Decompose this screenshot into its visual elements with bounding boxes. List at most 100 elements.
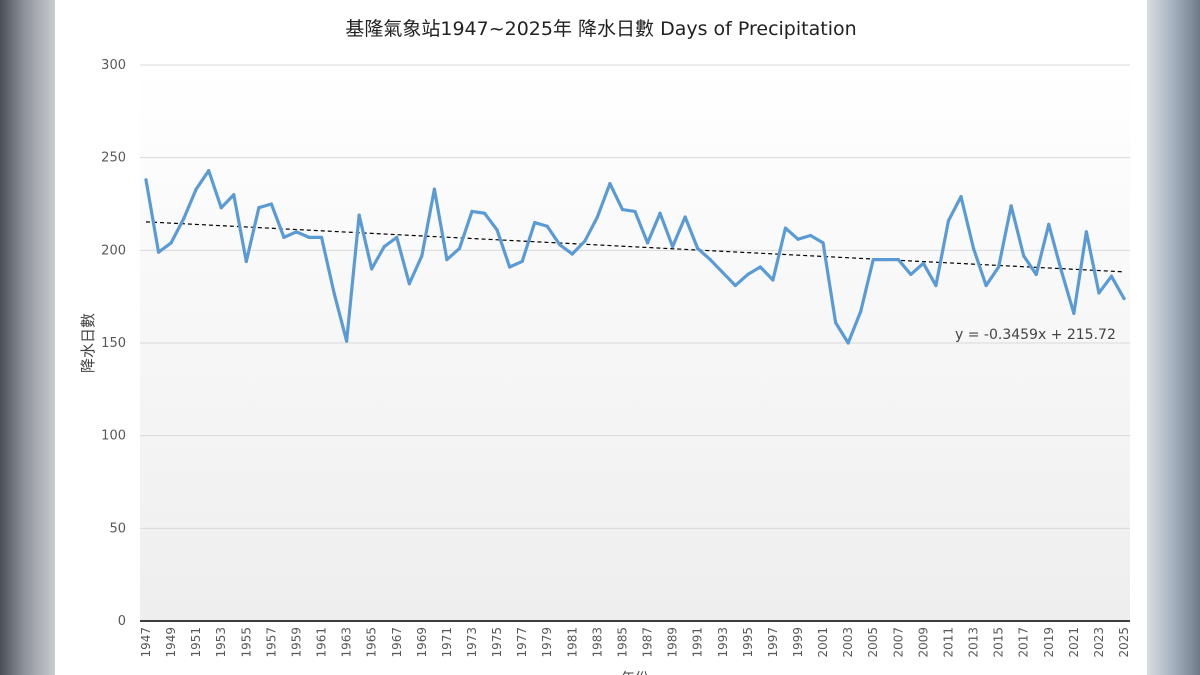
data-point <box>357 213 361 217</box>
data-point <box>219 206 223 210</box>
data-point <box>1047 222 1051 226</box>
data-point <box>871 258 875 262</box>
data-point <box>482 211 487 215</box>
y-axis-label: 降水日數 <box>79 313 97 373</box>
x-tick-label: 2003 <box>841 627 855 658</box>
data-points <box>144 169 1126 345</box>
data-point <box>671 245 675 249</box>
x-tick-label: 2007 <box>891 627 905 658</box>
x-tick-label: 1997 <box>766 627 780 658</box>
data-point <box>382 245 386 249</box>
y-tick-label: 200 <box>101 243 126 258</box>
data-point <box>1072 311 1076 315</box>
x-tick-label: 1993 <box>716 627 730 658</box>
data-point <box>1034 272 1038 277</box>
data-point <box>834 321 838 325</box>
data-point <box>1059 269 1063 273</box>
data-point <box>620 207 625 212</box>
background-right-edge <box>1147 0 1200 675</box>
x-tick-label: 2001 <box>816 627 830 658</box>
data-point <box>558 243 562 247</box>
x-tick-label: 2005 <box>866 627 880 658</box>
x-tick-label: 1995 <box>741 627 755 658</box>
data-point <box>282 235 286 239</box>
x-tick-label: 1965 <box>365 627 379 658</box>
data-point <box>470 209 474 214</box>
data-point <box>733 283 737 288</box>
data-point <box>257 206 261 210</box>
chart-title: 基隆氣象站1947~2025年 降水日數 Days of Precipitati… <box>345 18 856 40</box>
x-tick-label: 2025 <box>1117 627 1131 658</box>
data-point <box>1084 230 1088 234</box>
y-tick-label: 0 <box>118 614 126 629</box>
x-tick-label: 1987 <box>641 627 655 658</box>
data-point <box>508 265 512 269</box>
data-point <box>846 341 850 345</box>
data-point <box>896 258 900 262</box>
data-point <box>182 217 186 221</box>
data-point <box>783 226 788 230</box>
x-tick-label: 1981 <box>565 627 579 658</box>
data-point <box>971 246 976 251</box>
data-point <box>244 259 248 264</box>
data-point <box>269 202 273 206</box>
data-point <box>495 228 499 232</box>
x-tick-label: 2019 <box>1042 627 1056 658</box>
data-point <box>432 187 436 191</box>
data-point <box>796 237 800 241</box>
x-tick-label: 1949 <box>164 627 178 658</box>
background-left-edge <box>0 0 55 675</box>
x-tick-label: 1977 <box>515 627 529 658</box>
data-point <box>1022 254 1026 258</box>
gridlines <box>140 64 1130 529</box>
y-axis-ticks: 0 50 100 150 200 250 300 <box>101 58 126 629</box>
x-tick-label: 1947 <box>139 627 153 658</box>
x-tick-label: 1963 <box>340 627 354 658</box>
data-point <box>721 270 725 275</box>
data-point <box>294 230 299 234</box>
x-tick-label: 1967 <box>390 627 404 658</box>
data-point <box>658 211 662 215</box>
data-point <box>984 283 988 288</box>
data-point <box>520 259 524 264</box>
data-point <box>771 278 775 282</box>
x-tick-label: 1953 <box>214 627 228 658</box>
data-point <box>909 272 913 277</box>
trendline <box>145 221 1125 273</box>
x-tick-label: 1989 <box>666 627 680 658</box>
data-point <box>169 241 173 245</box>
data-point <box>1009 204 1013 208</box>
x-tick-label: 2013 <box>967 627 981 658</box>
data-point <box>307 235 311 239</box>
data-point <box>232 193 236 197</box>
y-tick-label: 250 <box>101 151 126 166</box>
data-point <box>345 339 349 343</box>
data-point <box>1109 274 1114 278</box>
data-point <box>545 224 549 228</box>
data-point <box>821 241 825 245</box>
data-point <box>645 241 650 245</box>
x-tick-label: 1957 <box>264 627 278 658</box>
data-point <box>319 235 324 239</box>
data-point <box>156 250 161 254</box>
x-tick-label: 2023 <box>1092 627 1106 658</box>
data-point <box>808 233 813 238</box>
data-point <box>608 182 612 186</box>
data-point <box>144 178 148 182</box>
data-point <box>207 169 211 173</box>
data-point <box>696 246 700 251</box>
x-tick-label: 2017 <box>1017 627 1031 658</box>
data-point <box>1122 296 1126 301</box>
x-tick-label: 1951 <box>189 627 203 658</box>
data-point <box>859 309 863 314</box>
data-point <box>420 254 424 258</box>
data-point <box>946 219 951 223</box>
data-point <box>395 235 399 239</box>
x-tick-label: 1985 <box>615 627 629 658</box>
x-tick-label: 2009 <box>916 627 930 658</box>
data-point <box>758 265 762 269</box>
data-point <box>583 239 587 243</box>
x-tick-label: 1973 <box>465 627 479 658</box>
data-point <box>533 220 537 225</box>
